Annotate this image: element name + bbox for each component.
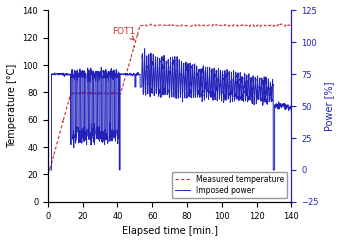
Imposed power: [97, 71, 101, 74]
Imposed power: [143, 47, 147, 50]
Y-axis label: Power [%]: Power [%]: [324, 81, 334, 131]
Legend: Measured temperature, Imposed power: Measured temperature, Imposed power: [172, 172, 287, 198]
Imposed power: [289, 110, 293, 113]
Measured temperature: [86, 92, 90, 95]
Imposed power: [187, 83, 191, 86]
Measured temperature: [244, 24, 248, 27]
Imposed power: [220, 91, 224, 94]
Imposed power: [162, 58, 166, 61]
Text: FOT1: FOT1: [112, 27, 135, 40]
Line: Imposed power: Imposed power: [48, 49, 291, 170]
Measured temperature: [209, 24, 213, 27]
Measured temperature: [62, 116, 66, 119]
X-axis label: Elapsed time [min.]: Elapsed time [min.]: [122, 226, 218, 236]
Imposed power: [46, 168, 50, 171]
Measured temperature: [50, 158, 55, 161]
Measured temperature: [204, 24, 208, 27]
Imposed power: [114, 134, 118, 137]
Line: Measured temperature: Measured temperature: [48, 24, 291, 174]
Measured temperature: [279, 22, 283, 25]
Measured temperature: [289, 25, 293, 27]
Imposed power: [94, 73, 98, 76]
Y-axis label: Temperature [°C]: Temperature [°C]: [7, 64, 17, 148]
Measured temperature: [46, 173, 50, 176]
